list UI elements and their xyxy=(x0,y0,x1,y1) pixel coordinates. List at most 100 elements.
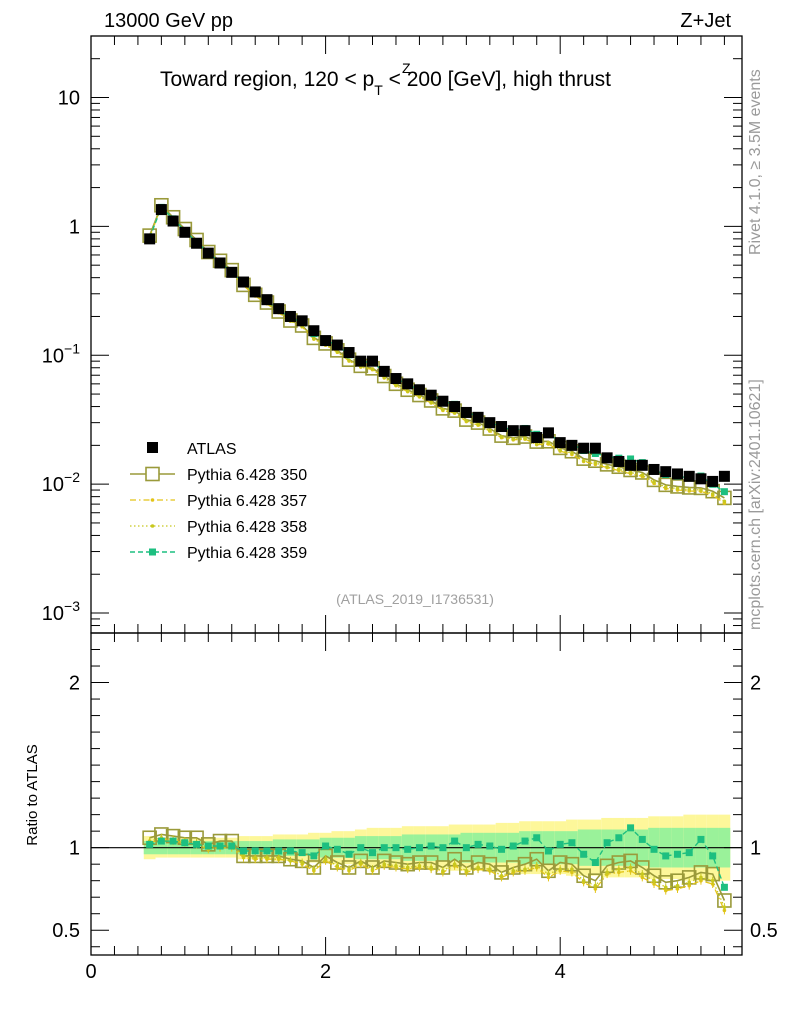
atlas-point xyxy=(437,395,449,407)
ratio-series-point xyxy=(417,864,422,868)
legend-marker xyxy=(150,498,155,502)
atlas-point xyxy=(671,468,683,480)
ratio-y-tick-label: 2 xyxy=(69,673,80,695)
atlas-point xyxy=(413,384,425,396)
ratio-series-point xyxy=(603,839,611,847)
main-y-tick-label: 10−1 xyxy=(42,340,80,367)
x-tick-label: 2 xyxy=(320,961,331,983)
ratio-series-point xyxy=(533,834,541,842)
atlas-point xyxy=(331,339,343,351)
atlas-point xyxy=(261,294,273,306)
main-series-point xyxy=(464,419,469,423)
main-y-tick-label: 10−3 xyxy=(42,598,80,625)
mcplots-reference-text: mcplots.cern.ch [arXiv:2401.10621] xyxy=(747,379,764,630)
ratio-series-point xyxy=(358,860,363,865)
ratio-series-point xyxy=(369,849,377,857)
ratio-y-tick-label-right: 0.5 xyxy=(750,920,778,942)
tick-label-exponent: −1 xyxy=(64,340,80,356)
atlas-point xyxy=(554,437,566,449)
ratio-series-point xyxy=(673,850,681,858)
ratio-series-point xyxy=(697,835,705,843)
main-series-point xyxy=(523,436,527,441)
ratio-series-point xyxy=(617,867,621,871)
ratio-series-point xyxy=(511,868,516,873)
ratio-series-point xyxy=(335,864,340,868)
legend-label: Pythia 6.428 358 xyxy=(187,519,307,536)
main-series-point xyxy=(417,394,422,399)
main-series-point xyxy=(628,470,633,475)
ratio-series-point xyxy=(464,868,469,873)
main-series-point xyxy=(658,477,674,493)
atlas-point xyxy=(191,237,203,249)
legend-marker xyxy=(150,524,155,528)
ratio-series-point xyxy=(675,883,680,888)
ratio-series-point xyxy=(312,867,316,871)
ratio-series-point xyxy=(476,865,480,870)
main-series-point xyxy=(405,389,410,393)
ratio-series-point xyxy=(380,844,388,852)
ratio-plot-frame xyxy=(90,632,743,956)
atlas-point xyxy=(519,425,531,437)
ratio-series-point xyxy=(722,905,727,909)
ratio-series-point xyxy=(370,867,375,871)
ratio-series-point xyxy=(216,842,224,850)
ratio-series-point xyxy=(685,849,693,857)
ratio-series-point xyxy=(310,852,318,860)
atlas-point xyxy=(472,411,484,423)
atlas-point xyxy=(531,432,543,444)
ratio-series-point xyxy=(509,842,517,850)
legend-label: Pythia 6.428 359 xyxy=(187,545,307,562)
ratio-y-ticks: 2 2 1 1 0.5 0.5 xyxy=(52,649,778,948)
ratio-series-point xyxy=(534,864,539,868)
atlas-data-layer xyxy=(144,204,730,487)
atlas-point xyxy=(507,425,519,437)
rivet-version-text: Rivet 4.1.0, ≥ 3.5M events xyxy=(747,69,764,255)
main-series-point xyxy=(511,437,516,441)
atlas-point xyxy=(648,463,660,475)
main-series-point xyxy=(710,492,715,496)
atlas-point xyxy=(226,266,238,278)
legend-label: Pythia 6.428 357 xyxy=(187,493,307,510)
ratio-series-point xyxy=(204,842,212,850)
ratio-series-point xyxy=(322,842,330,850)
main-series-point xyxy=(605,465,609,469)
ratio-y-tick-label-right: 1 xyxy=(750,838,761,860)
plot-title-main: Toward region, 120 < p xyxy=(160,68,374,91)
tick-label-exponent: −2 xyxy=(64,469,80,485)
ratio-series-point xyxy=(499,873,504,878)
ratio-series-point xyxy=(638,835,646,843)
ratio-series-point xyxy=(157,837,165,845)
x-tick-label: 4 xyxy=(555,961,566,983)
main-series-point xyxy=(640,473,645,477)
ratio-series-point xyxy=(521,837,529,845)
atlas-point xyxy=(718,470,730,482)
atlas-point xyxy=(202,247,214,259)
ratio-series-point xyxy=(558,867,562,871)
legend-marker xyxy=(149,548,156,556)
header-left: 13000 GeV pp xyxy=(104,10,233,32)
ratio-series-point xyxy=(709,852,717,860)
ratio-series-point xyxy=(710,878,715,883)
ratio-series-point xyxy=(239,847,247,855)
legend-marker xyxy=(145,466,160,482)
ratio-series-point xyxy=(462,844,470,852)
ratio-series-point xyxy=(546,872,551,876)
ratio-series-point xyxy=(251,847,259,855)
ratio-series-point xyxy=(193,840,201,848)
atlas-point xyxy=(249,286,261,298)
atlas-point xyxy=(402,378,414,390)
atlas-point xyxy=(367,355,379,367)
ratio-y-tick-label: 0.5 xyxy=(52,920,80,942)
ratio-series-line xyxy=(149,838,725,911)
ratio-series-point xyxy=(298,849,306,857)
ratio-y-tick-label-right: 2 xyxy=(750,673,761,695)
atlas-point xyxy=(284,310,296,322)
ratio-series-point xyxy=(652,878,656,883)
main-series-point xyxy=(570,451,574,455)
main-series-point xyxy=(558,448,562,453)
atlas-point xyxy=(320,335,332,347)
ratio-series-point xyxy=(300,860,304,865)
ratio-series-point xyxy=(556,840,564,848)
tick-label-base: 10 xyxy=(42,474,64,496)
